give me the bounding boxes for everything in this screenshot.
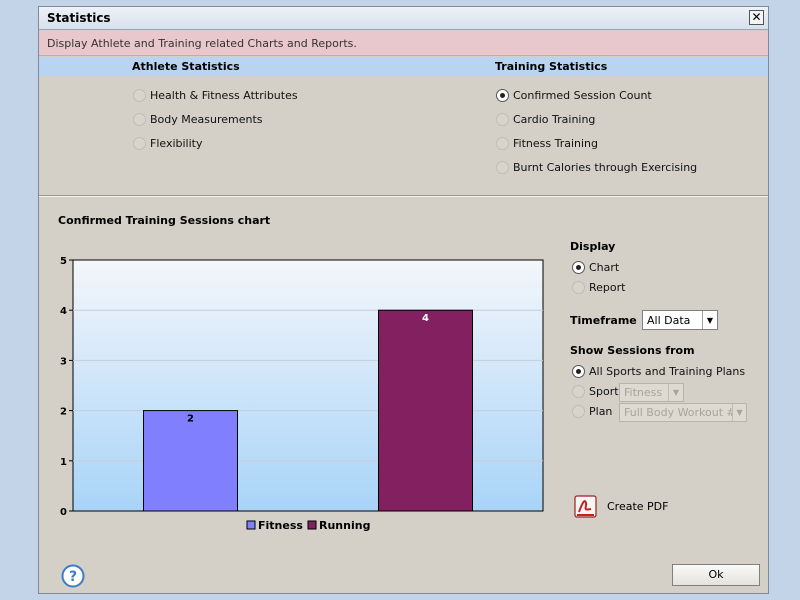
chart-area: 0 1 2 3 4 5 2 4 Fitness Running <box>49 252 549 542</box>
radio-confirmed-session-count[interactable]: Confirmed Session Count <box>496 87 652 103</box>
plan-select[interactable]: Full Body Workout #1 ▼ <box>619 403 747 422</box>
radio-button[interactable] <box>572 404 585 418</box>
timeframe-value: All Data <box>647 313 691 327</box>
chart-title: Confirmed Training Sessions chart <box>58 214 271 227</box>
bar-fitness <box>143 410 238 512</box>
pdf-icon[interactable] <box>574 495 597 518</box>
info-bar: Display Athlete and Training related Cha… <box>39 31 768 56</box>
close-icon[interactable]: ✕ <box>749 10 764 25</box>
data-label: 4 <box>422 313 429 324</box>
y-tick-label: 5 <box>60 256 67 267</box>
data-label: 2 <box>187 414 194 425</box>
radio-button[interactable] <box>133 136 146 150</box>
radio-label: Sport <box>589 384 619 398</box>
radio-sport[interactable]: Sport <box>572 383 619 399</box>
training-statistics-header: Training Statistics <box>495 60 608 73</box>
legend-swatch <box>246 520 256 530</box>
radio-label: Body Measurements <box>150 112 263 126</box>
statistics-dialog: Statistics ✕ Display Athlete and Trainin… <box>38 6 769 594</box>
radio-button[interactable] <box>572 364 585 378</box>
radio-label: Cardio Training <box>513 112 596 126</box>
legend-label: Fitness <box>258 519 303 532</box>
plan-value: Full Body Workout #1 <box>624 406 733 419</box>
display-label: Display <box>570 240 616 253</box>
timeframe-select[interactable]: All Data ▼ <box>642 310 718 330</box>
radio-body-measurements[interactable]: Body Measurements <box>133 111 263 127</box>
radio-label: All Sports and Training Plans <box>589 364 746 378</box>
info-text: Display Athlete and Training related Cha… <box>47 37 357 50</box>
radio-all-sports-plans[interactable]: All Sports and Training Plans <box>572 363 745 379</box>
radio-button[interactable] <box>496 112 509 126</box>
radio-fitness-training[interactable]: Fitness Training <box>496 135 598 151</box>
radio-button[interactable] <box>572 260 585 274</box>
radio-label: Chart <box>589 260 620 274</box>
sport-value: Fitness <box>624 386 663 399</box>
timeframe-label: Timeframe <box>570 314 637 327</box>
radio-button[interactable] <box>496 160 509 174</box>
y-tick-label: 3 <box>60 356 67 367</box>
help-icon[interactable]: ? <box>61 564 85 588</box>
sport-select[interactable]: Fitness ▼ <box>619 383 684 402</box>
show-sessions-label: Show Sessions from <box>570 344 695 357</box>
create-pdf-link[interactable]: Create PDF <box>607 500 669 513</box>
radio-button[interactable] <box>133 112 146 126</box>
chevron-down-icon[interactable]: ▼ <box>702 311 717 329</box>
radio-burnt-calories[interactable]: Burnt Calories through Exercising <box>496 159 697 175</box>
radio-label: Confirmed Session Count <box>513 88 652 102</box>
window-title: Statistics <box>47 11 111 25</box>
y-tick-label: 1 <box>60 457 67 468</box>
radio-display-chart[interactable]: Chart <box>572 259 619 275</box>
chevron-down-icon[interactable]: ▼ <box>668 384 683 401</box>
section-divider <box>39 195 768 197</box>
bar-chart: 0 1 2 3 4 5 2 4 Fitness Running <box>60 256 544 532</box>
radio-button[interactable] <box>496 136 509 150</box>
radio-label: Report <box>589 280 626 294</box>
statistics-section-header: Athlete Statistics Training Statistics <box>39 57 768 76</box>
radio-plan[interactable]: Plan <box>572 403 612 419</box>
radio-display-report[interactable]: Report <box>572 279 625 295</box>
radio-button[interactable] <box>572 384 585 398</box>
radio-button[interactable] <box>133 88 146 102</box>
legend-swatch <box>307 520 317 530</box>
athlete-statistics-header: Athlete Statistics <box>132 60 240 73</box>
bar-running <box>378 309 473 512</box>
ok-button[interactable]: Ok <box>672 564 760 586</box>
radio-label: Health & Fitness Attributes <box>150 88 298 102</box>
radio-button[interactable] <box>496 88 509 102</box>
radio-health-fitness-attributes[interactable]: Health & Fitness Attributes <box>133 87 298 103</box>
legend-label: Running <box>319 519 370 532</box>
help-symbol: ? <box>69 569 77 585</box>
y-tick-label: 0 <box>60 507 67 518</box>
radio-label: Plan <box>589 404 613 418</box>
radio-flexibility[interactable]: Flexibility <box>133 135 203 151</box>
radio-cardio-training[interactable]: Cardio Training <box>496 111 595 127</box>
radio-button[interactable] <box>572 280 585 294</box>
title-bar[interactable]: Statistics ✕ <box>39 7 768 30</box>
radio-label: Flexibility <box>150 136 203 150</box>
y-tick-label: 2 <box>60 407 67 418</box>
radio-label: Burnt Calories through Exercising <box>513 160 698 174</box>
y-tick-label: 4 <box>60 306 67 317</box>
chevron-down-icon[interactable]: ▼ <box>732 404 746 421</box>
radio-label: Fitness Training <box>513 136 598 150</box>
